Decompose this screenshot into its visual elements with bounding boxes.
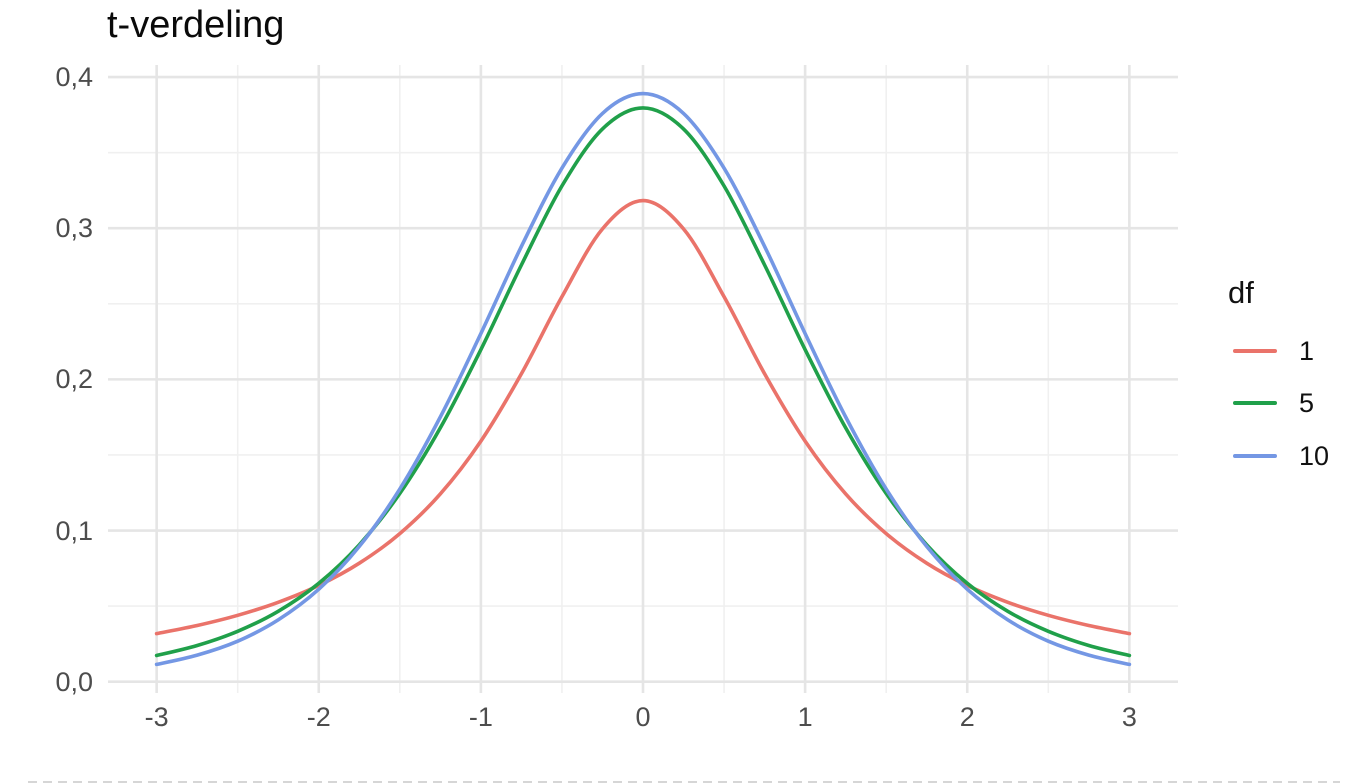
cropped-content-edge-line bbox=[28, 781, 1340, 783]
y-tick-label: 0,0 bbox=[55, 666, 93, 697]
legend-entry-label: 1 bbox=[1299, 335, 1315, 366]
x-tick-label: -2 bbox=[306, 702, 331, 732]
x-tick-label: -1 bbox=[468, 702, 493, 732]
x-tick-label: 2 bbox=[959, 702, 975, 732]
y-tick-label: 0,4 bbox=[55, 62, 93, 93]
x-tick-label: -3 bbox=[144, 702, 169, 732]
y-tick-label: 0,2 bbox=[55, 364, 93, 395]
legend-title: df bbox=[1228, 275, 1254, 310]
curve-df-5 bbox=[154, 106, 1132, 658]
legend-entry-label: 5 bbox=[1299, 388, 1315, 418]
x-tick-label: 3 bbox=[1121, 702, 1137, 732]
y-tick-label: 0,1 bbox=[55, 515, 93, 546]
x-tick-label: 1 bbox=[797, 702, 813, 732]
curve-df-10 bbox=[154, 91, 1132, 667]
legend-key-line-df-10 bbox=[1233, 453, 1277, 458]
x-tick-label: 0 bbox=[635, 702, 651, 732]
legend-key-line-df-5 bbox=[1233, 401, 1277, 405]
legend-entry-label: 10 bbox=[1299, 440, 1330, 471]
y-tick-label: 0,3 bbox=[55, 213, 93, 244]
chart-title: t-verdeling bbox=[107, 4, 285, 46]
legend-key-line-df-1 bbox=[1233, 348, 1277, 353]
